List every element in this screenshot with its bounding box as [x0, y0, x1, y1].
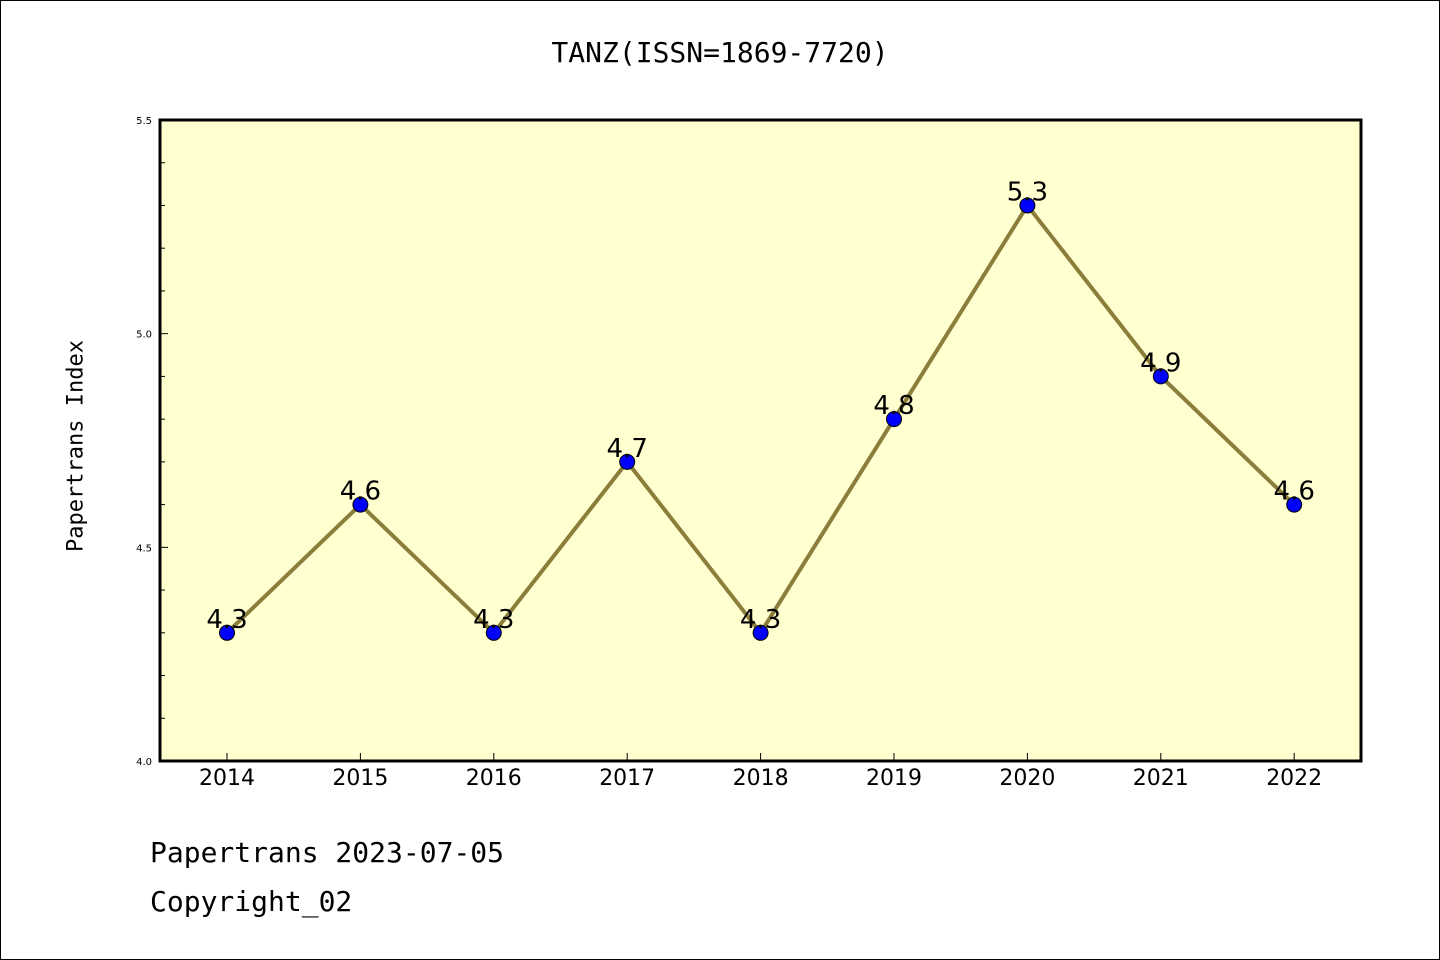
data-label: 4.3 [206, 605, 247, 635]
data-point [619, 453, 636, 470]
chart-title: TANZ(ISSN=1869-7720) [551, 36, 889, 69]
x-tick-label: 2020 [999, 766, 1055, 791]
y-tick-label: 5.5 [136, 116, 152, 127]
footer-date-text: Papertrans 2023-07-05 [150, 836, 505, 869]
data-label: 4.8 [873, 391, 914, 421]
x-tick-label: 2015 [332, 766, 388, 791]
x-tick-label: 2022 [1266, 766, 1322, 791]
y-tick-label: 4.5 [136, 543, 152, 554]
data-label: 5.3 [1007, 177, 1048, 207]
x-tick-label: 2017 [599, 766, 655, 791]
y-tick-label: 5.0 [136, 330, 152, 341]
data-point [485, 624, 502, 641]
x-tick-label: 2019 [866, 766, 922, 791]
data-label: 4.3 [740, 605, 781, 635]
x-tick-label: 2016 [466, 766, 522, 791]
data-point [219, 624, 235, 641]
data-label: 4.6 [340, 477, 381, 507]
data-label: 4.7 [607, 434, 648, 464]
plot-border [158, 118, 1363, 763]
y-tick-label: 4.0 [136, 757, 152, 768]
data-label: 4.3 [473, 605, 514, 635]
x-tick-label: 2014 [199, 766, 255, 791]
x-tick-label: 2018 [733, 766, 789, 791]
data-point [352, 496, 369, 513]
data-point [1152, 368, 1169, 385]
data-label: 4.9 [1140, 348, 1181, 378]
x-tick-label: 2021 [1133, 766, 1189, 791]
plot-area [160, 120, 1361, 761]
data-point [886, 411, 902, 428]
data-point [1019, 197, 1036, 214]
data-point [752, 624, 769, 641]
data-label: 4.6 [1274, 477, 1315, 507]
data-point [1286, 496, 1303, 513]
footer-copyright: Copyright_02 [150, 885, 353, 918]
